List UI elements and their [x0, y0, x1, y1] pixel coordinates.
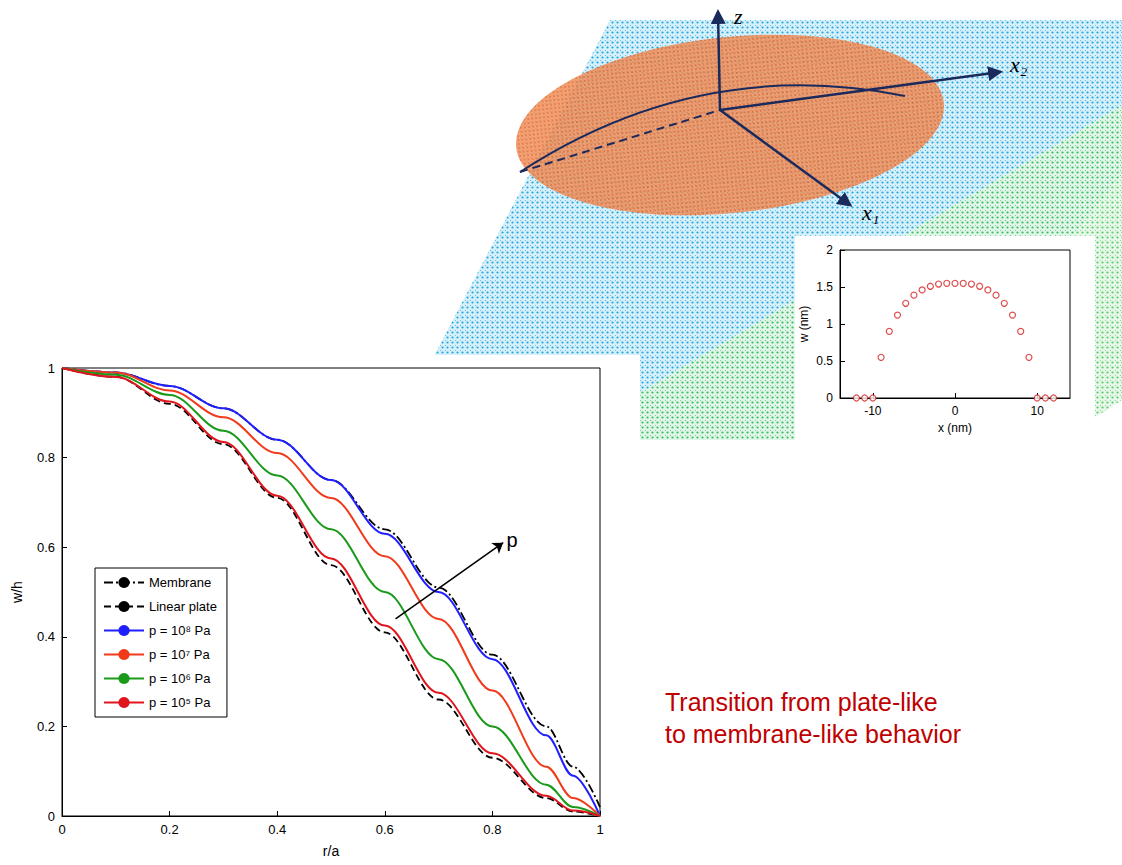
svg-text:0: 0	[826, 391, 833, 405]
svg-text:p = 10⁶ Pa: p = 10⁶ Pa	[149, 671, 211, 686]
svg-text:p = 10⁵ Pa: p = 10⁵ Pa	[149, 695, 211, 710]
svg-text:Linear plate: Linear plate	[149, 599, 217, 614]
svg-text:0: 0	[58, 822, 65, 837]
svg-text:1.5: 1.5	[816, 280, 833, 294]
svg-text:0.6: 0.6	[376, 822, 394, 837]
svg-text:p = 10⁸ Pa: p = 10⁸ Pa	[149, 623, 211, 638]
svg-text:0: 0	[48, 809, 55, 824]
svg-text:p: p	[506, 529, 517, 551]
svg-text:0: 0	[952, 404, 959, 418]
svg-text:x (nm): x (nm)	[938, 421, 972, 435]
svg-text:Transition from plate-like: Transition from plate-like	[665, 688, 938, 716]
svg-text:1: 1	[596, 822, 603, 837]
svg-text:x₁: x₁	[861, 200, 879, 225]
svg-text:0.6: 0.6	[37, 540, 55, 555]
svg-text:1: 1	[48, 361, 55, 376]
svg-text:2: 2	[826, 243, 833, 257]
svg-text:p = 10⁷ Pa: p = 10⁷ Pa	[149, 647, 210, 662]
svg-text:0.8: 0.8	[483, 822, 501, 837]
svg-text:0.8: 0.8	[37, 450, 55, 465]
svg-text:10: 10	[1030, 404, 1044, 418]
svg-text:0.4: 0.4	[37, 629, 55, 644]
svg-text:to membrane-like behavior: to membrane-like behavior	[665, 720, 961, 748]
svg-text:0.2: 0.2	[161, 822, 179, 837]
svg-text:z: z	[733, 4, 743, 29]
svg-text:x₂: x₂	[1009, 52, 1028, 77]
svg-text:0.2: 0.2	[37, 719, 55, 734]
svg-text:0.4: 0.4	[268, 822, 286, 837]
svg-text:0.5: 0.5	[816, 354, 833, 368]
svg-text:Membrane: Membrane	[149, 575, 211, 590]
svg-text:1: 1	[826, 317, 833, 331]
svg-text:-10: -10	[864, 404, 882, 418]
svg-text:r/a: r/a	[323, 843, 340, 859]
svg-text:w (nm): w (nm)	[797, 306, 811, 344]
svg-text:w/h: w/h	[9, 581, 25, 604]
